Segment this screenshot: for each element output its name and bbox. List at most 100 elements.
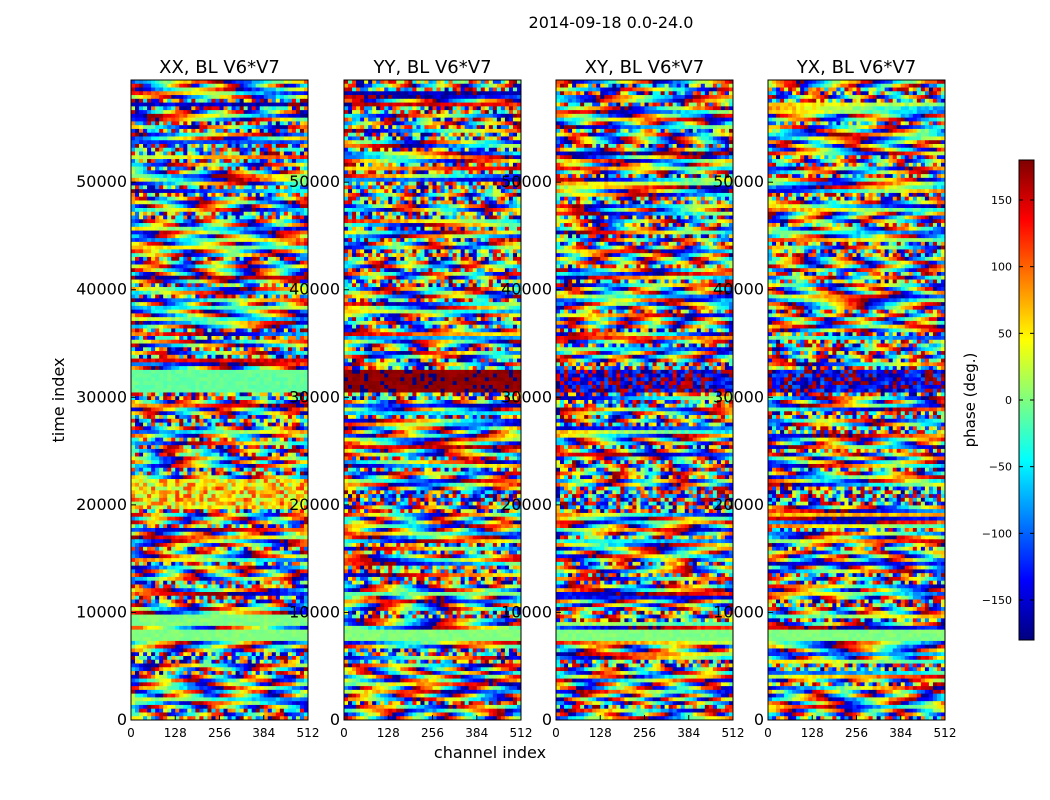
heatmap-cell: [292, 336, 296, 340]
heatmap-cell: [199, 227, 203, 231]
heatmap-cell: [199, 189, 203, 193]
heatmap-cell: [272, 182, 276, 186]
heatmap-cell: [187, 204, 191, 208]
heatmap-cell: [151, 242, 155, 246]
heatmap-cell: [228, 392, 232, 396]
heatmap-cell: [203, 242, 207, 246]
heatmap-cell: [232, 189, 236, 193]
heatmap-cell: [215, 340, 219, 344]
heatmap-cell: [248, 340, 252, 344]
heatmap-cell: [248, 257, 252, 261]
heatmap-cell: [228, 351, 232, 355]
heatmap-cell: [131, 404, 135, 408]
heatmap-cell: [195, 355, 199, 359]
heatmap-cell: [175, 261, 179, 265]
heatmap-cell: [272, 396, 276, 400]
heatmap-cell: [179, 223, 183, 227]
heatmap-cell: [195, 227, 199, 231]
heatmap-cell: [232, 249, 236, 253]
heatmap-cell: [155, 178, 159, 182]
heatmap-cell: [171, 351, 175, 355]
heatmap-cell: [236, 298, 240, 302]
heatmap-cell: [167, 283, 171, 287]
heatmap-cell: [272, 340, 276, 344]
heatmap-cell: [175, 287, 179, 291]
heatmap-cell: [288, 133, 292, 137]
heatmap-cell: [280, 155, 284, 159]
heatmap-cell: [151, 249, 155, 253]
heatmap-cell: [276, 310, 280, 314]
heatmap-cell: [240, 197, 244, 201]
heatmap-cell: [276, 114, 280, 118]
heatmap-cell: [228, 219, 232, 223]
heatmap-cell: [228, 118, 232, 122]
heatmap-cell: [131, 246, 135, 250]
heatmap-cell: [135, 99, 139, 103]
heatmap-cell: [232, 118, 236, 122]
heatmap-cell: [207, 392, 211, 396]
heatmap-cell: [248, 276, 252, 280]
heatmap-cell: [236, 359, 240, 363]
heatmap-cell: [240, 133, 244, 137]
heatmap-cell: [135, 280, 139, 284]
heatmap-cell: [240, 276, 244, 280]
heatmap-cell: [292, 167, 296, 171]
heatmap-cell: [191, 121, 195, 125]
heatmap-cell: [167, 287, 171, 291]
heatmap-cell: [159, 238, 163, 242]
heatmap-cell: [175, 136, 179, 140]
heatmap-cell: [155, 200, 159, 204]
heatmap-cell: [240, 261, 244, 265]
heatmap-cell: [163, 291, 167, 295]
heatmap-cell: [199, 200, 203, 204]
heatmap-cell: [191, 178, 195, 182]
heatmap-cell: [151, 272, 155, 276]
heatmap-cell: [183, 185, 187, 189]
heatmap-cell: [175, 189, 179, 193]
heatmap-cell: [260, 208, 264, 212]
heatmap-cell: [244, 95, 248, 99]
heatmap-cell: [191, 377, 195, 381]
heatmap-cell: [236, 276, 240, 280]
heatmap-cell: [135, 114, 139, 118]
heatmap-cell: [171, 389, 175, 393]
heatmap-cell: [272, 283, 276, 287]
heatmap-cell: [248, 163, 252, 167]
heatmap-cell: [135, 287, 139, 291]
heatmap-cell: [288, 163, 292, 167]
heatmap-cell: [191, 351, 195, 355]
heatmap-cell: [151, 140, 155, 144]
heatmap-cell: [284, 155, 288, 159]
heatmap-cell: [159, 396, 163, 400]
heatmap-cell: [195, 332, 199, 336]
heatmap-cell: [276, 347, 280, 351]
heatmap-cell: [224, 306, 228, 310]
heatmap-cell: [211, 84, 215, 88]
heatmap-cell: [284, 152, 288, 156]
heatmap-cell: [224, 193, 228, 197]
heatmap-cell: [175, 336, 179, 340]
heatmap-cell: [159, 264, 163, 268]
heatmap-cell: [228, 178, 232, 182]
heatmap-cell: [248, 347, 252, 351]
heatmap-cell: [171, 152, 175, 156]
heatmap-cell: [236, 336, 240, 340]
heatmap-cell: [228, 396, 232, 400]
heatmap-cell: [215, 242, 219, 246]
heatmap-cell: [187, 392, 191, 396]
heatmap-cell: [159, 317, 163, 321]
heatmap-cell: [131, 163, 135, 167]
heatmap-cell: [232, 231, 236, 235]
heatmap-cell: [260, 136, 264, 140]
heatmap-cell: [252, 167, 256, 171]
heatmap-cell: [300, 133, 304, 137]
heatmap-cell: [228, 253, 232, 257]
heatmap-cell: [292, 133, 296, 137]
heatmap-cell: [159, 95, 163, 99]
heatmap-cell: [252, 325, 256, 329]
heatmap-cell: [236, 193, 240, 197]
heatmap-cell: [248, 306, 252, 310]
heatmap-cell: [284, 351, 288, 355]
heatmap-cell: [252, 396, 256, 400]
heatmap-cell: [224, 351, 228, 355]
